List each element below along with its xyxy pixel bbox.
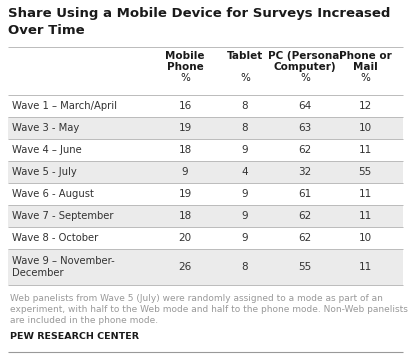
Text: %: %	[360, 73, 370, 83]
Text: 4: 4	[242, 167, 248, 177]
Bar	[8, 205, 403, 227]
Text: 10: 10	[358, 123, 372, 133]
Text: 32: 32	[298, 167, 312, 177]
Text: 55: 55	[358, 167, 372, 177]
Text: Wave 3 - May: Wave 3 - May	[12, 123, 79, 133]
Text: Wave 1 – March/April: Wave 1 – March/April	[12, 101, 117, 111]
Text: Wave 8 - October: Wave 8 - October	[12, 233, 98, 243]
Text: Wave 5 - July: Wave 5 - July	[12, 167, 77, 177]
Text: Wave 7 - September: Wave 7 - September	[12, 211, 113, 221]
Text: 9: 9	[242, 211, 248, 221]
Text: Mobile: Mobile	[165, 51, 205, 61]
Text: %: %	[300, 73, 310, 83]
Text: Mail: Mail	[353, 62, 377, 72]
Text: %: %	[240, 73, 250, 83]
Text: 16: 16	[178, 101, 192, 111]
Text: 64: 64	[298, 101, 312, 111]
Text: 9: 9	[182, 167, 188, 177]
Text: 19: 19	[178, 123, 192, 133]
Text: 9: 9	[242, 145, 248, 155]
Text: Phone or: Phone or	[339, 51, 391, 61]
Text: Wave 6 - August: Wave 6 - August	[12, 189, 94, 199]
Text: 20: 20	[178, 233, 192, 243]
Text: 19: 19	[178, 189, 192, 199]
Text: Web panelists from Wave 5 (July) were randomly assigned to a mode as part of an: Web panelists from Wave 5 (July) were ra…	[10, 294, 383, 303]
Text: 11: 11	[358, 189, 372, 199]
Text: Share Using a Mobile Device for Surveys Increased: Share Using a Mobile Device for Surveys …	[8, 7, 390, 20]
Text: 11: 11	[358, 145, 372, 155]
Text: experiment, with half to the Web mode and half to the phone mode. Non-Web paneli: experiment, with half to the Web mode an…	[10, 305, 408, 314]
Text: 10: 10	[358, 233, 372, 243]
Text: Computer): Computer)	[274, 62, 336, 72]
Text: Tablet: Tablet	[227, 51, 263, 61]
Text: 18: 18	[178, 211, 192, 221]
Text: are included in the phone mode.: are included in the phone mode.	[10, 316, 158, 325]
Bar	[8, 161, 403, 183]
Text: 8: 8	[242, 262, 248, 272]
Text: 55: 55	[298, 262, 312, 272]
Text: 61: 61	[298, 189, 312, 199]
Text: 8: 8	[242, 123, 248, 133]
Text: Wave 4 – June: Wave 4 – June	[12, 145, 82, 155]
Text: 62: 62	[298, 145, 312, 155]
Text: PC (Personal: PC (Personal	[268, 51, 342, 61]
Text: 62: 62	[298, 211, 312, 221]
Text: 18: 18	[178, 145, 192, 155]
Text: 11: 11	[358, 262, 372, 272]
Text: 9: 9	[242, 189, 248, 199]
Text: 26: 26	[178, 262, 192, 272]
Text: 63: 63	[298, 123, 312, 133]
Text: 8: 8	[242, 101, 248, 111]
Text: PEW RESEARCH CENTER: PEW RESEARCH CENTER	[10, 332, 139, 341]
Text: Wave 9 – November-
December: Wave 9 – November- December	[12, 256, 115, 278]
Text: 62: 62	[298, 233, 312, 243]
Text: 11: 11	[358, 211, 372, 221]
Text: 9: 9	[242, 233, 248, 243]
Text: 12: 12	[358, 101, 372, 111]
Text: %: %	[180, 73, 190, 83]
Text: Over Time: Over Time	[8, 24, 85, 37]
Bar	[8, 249, 403, 285]
Bar	[8, 117, 403, 139]
Text: Phone: Phone	[166, 62, 203, 72]
